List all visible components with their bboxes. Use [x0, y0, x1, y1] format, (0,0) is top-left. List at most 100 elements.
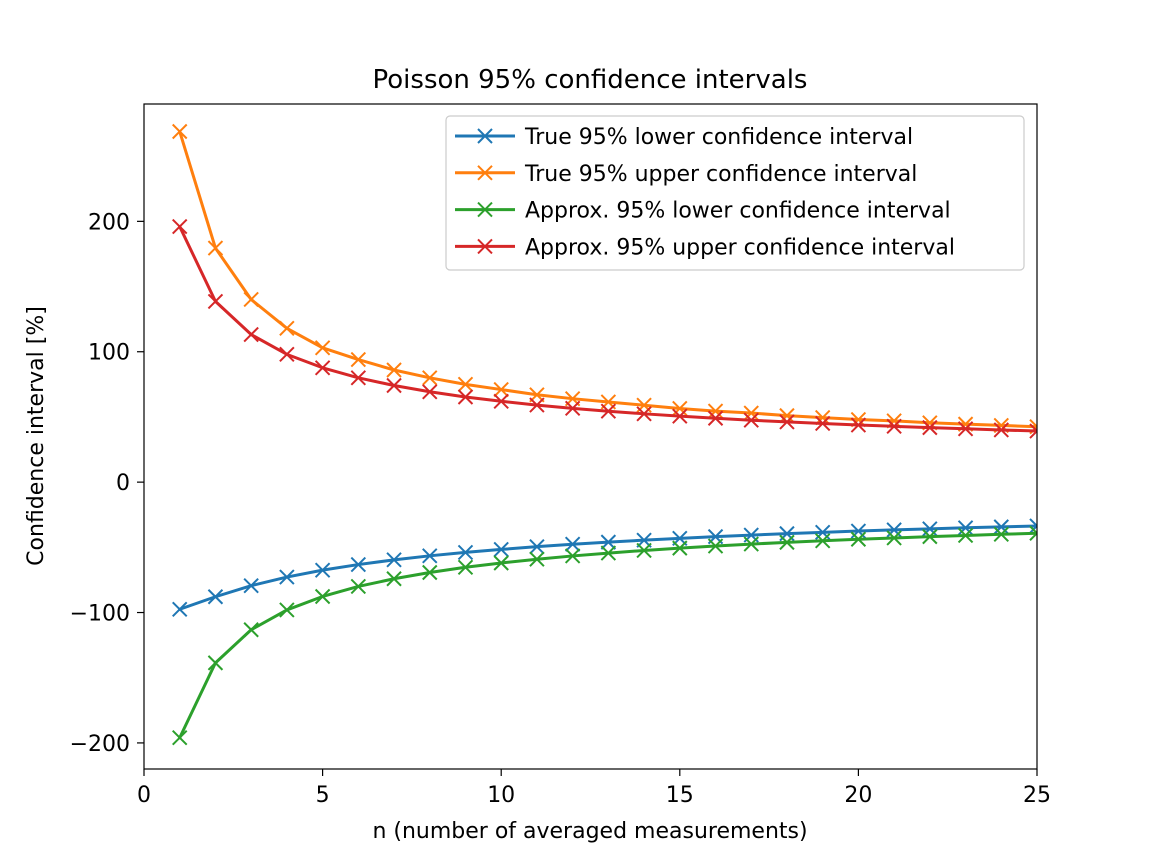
data-point-marker [422, 370, 438, 386]
data-point-marker [850, 417, 867, 433]
series-3 [172, 525, 1037, 746]
data-point-marker [743, 412, 759, 428]
data-point-marker [314, 588, 331, 605]
legend-label: Approx. 95% lower confidence interval [525, 199, 951, 224]
data-point-marker [672, 540, 688, 556]
y-tick-label: −100 [70, 602, 130, 627]
data-point-marker [493, 541, 509, 558]
data-point-marker [279, 569, 295, 585]
x-tick-label: 5 [316, 783, 330, 808]
data-point-marker [350, 578, 367, 595]
data-point-marker [493, 555, 509, 571]
series-line [178, 531, 1037, 740]
data-point-marker [529, 538, 545, 555]
data-point-marker [564, 536, 581, 552]
y-tick-label: 0 [116, 471, 130, 496]
data-point-marker [743, 536, 759, 552]
series-4 [172, 218, 1037, 439]
data-point-marker [314, 562, 331, 578]
legend-label: True 95% lower confidence interval [524, 125, 913, 150]
data-point-marker [172, 218, 188, 235]
data-point-marker [1029, 423, 1037, 439]
data-point-marker [243, 577, 259, 594]
data-point-marker [886, 418, 902, 435]
data-point-marker [350, 556, 367, 573]
data-point-marker [207, 293, 224, 310]
data-point-marker [564, 548, 581, 564]
legend-box [445, 115, 1025, 271]
data-point-marker [707, 538, 724, 554]
chart-title: Poisson 95% confidence intervals [373, 65, 808, 95]
x-tick-label: 25 [1023, 783, 1051, 808]
data-point-marker [743, 405, 759, 421]
data-point-marker [386, 552, 402, 568]
data-point-marker [529, 551, 545, 567]
data-point-marker [1029, 518, 1037, 534]
data-point-marker [779, 534, 795, 551]
data-point-marker [672, 400, 688, 417]
y-tick-label: 100 [88, 341, 130, 366]
data-point-marker [172, 601, 188, 617]
data-point-marker [564, 400, 581, 417]
data-point-marker [850, 531, 867, 547]
x-tick-label: 10 [487, 783, 515, 808]
data-point-marker [243, 326, 259, 343]
data-point-marker [172, 729, 188, 746]
data-point-marker [207, 240, 224, 256]
legend-marker [477, 128, 493, 144]
data-point-marker [457, 389, 474, 405]
data-point-marker [993, 519, 1009, 535]
data-point-marker [279, 602, 295, 618]
data-point-marker [243, 291, 259, 308]
legend-marker [477, 165, 493, 181]
data-point-marker [993, 422, 1009, 438]
data-point-marker [600, 545, 617, 561]
data-point-marker [600, 534, 617, 550]
data-point-marker [314, 340, 331, 356]
data-point-marker [672, 408, 688, 424]
data-point-marker [922, 419, 938, 436]
data-point-marker [922, 528, 938, 545]
legend: True 95% lower confidence interval True 9… [445, 115, 1025, 271]
data-point-marker [779, 414, 795, 430]
data-point-marker [279, 346, 295, 363]
data-point-marker [314, 360, 331, 376]
data-point-marker [457, 376, 474, 393]
x-tick-label: 0 [137, 783, 151, 808]
legend-label: Approx. 95% upper confidence interval [525, 235, 955, 260]
x-axis-label: n (number of averaged measurements) [372, 819, 807, 844]
legend-item: True 95% upper confidence interval [455, 162, 917, 187]
legend-label: True 95% upper confidence interval [524, 162, 917, 187]
y-tick-label: −200 [70, 732, 130, 757]
plot-layer [172, 123, 1037, 746]
data-point-marker [422, 384, 438, 400]
axes-layer: 0 5 10 15 20 25 −200 −100 0 100 200 [70, 210, 1051, 808]
data-point-marker [600, 403, 617, 419]
legend-marker [477, 201, 493, 218]
data-point-marker [636, 542, 652, 559]
data-point-marker [922, 521, 938, 537]
data-point-marker [207, 655, 224, 671]
data-point-marker [529, 397, 545, 413]
y-axis-label: Confidence interval [%] [24, 306, 49, 566]
data-point-marker [457, 544, 474, 561]
data-point-marker [957, 527, 974, 544]
legend-item: Approx. 95% upper confidence interval [455, 235, 955, 260]
data-point-marker [422, 564, 438, 581]
x-tick-label: 15 [666, 783, 694, 808]
data-point-marker [814, 415, 831, 432]
data-point-marker [993, 526, 1009, 543]
data-point-marker [422, 548, 438, 564]
data-point-marker [279, 320, 295, 336]
data-point-marker [386, 362, 402, 378]
data-point-marker [350, 370, 367, 386]
data-point-marker [707, 403, 724, 419]
data-point-marker [814, 533, 831, 549]
data-point-marker [207, 589, 224, 605]
legend-marker [477, 238, 493, 255]
plot-frame [143, 103, 1038, 770]
data-point-marker [636, 406, 652, 422]
series-1 [172, 518, 1037, 617]
